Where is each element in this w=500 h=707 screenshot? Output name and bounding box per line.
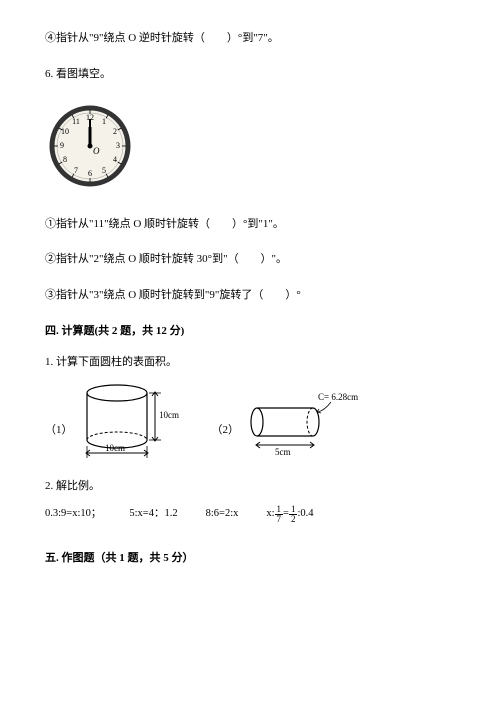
svg-text:1: 1 [102, 117, 106, 126]
cylinder-1-label: （1） [45, 422, 73, 460]
section-4-header: 四. 计算题(共 2 题，共 12 分) [45, 323, 455, 341]
proportion-a: 0.3:9=x:10； [45, 506, 101, 523]
cylinder-2-item: （2） C= 6.28cm 5cm [212, 390, 374, 460]
proportion-b: 5:x=4：1.2 [129, 506, 177, 523]
svg-text:2: 2 [113, 127, 117, 136]
prop-d-post: :0.4 [297, 506, 313, 523]
section-5-header: 五. 作图题（共 1 题，共 5 分） [45, 550, 455, 568]
svg-text:8: 8 [63, 155, 67, 164]
cylinder-1-item: （1） 10cm 10cm [45, 380, 182, 460]
svg-text:O: O [93, 146, 100, 156]
question-6-sub3: ③指针从"3"绕点 O 顺时针旋转到"9"旋转了（ ）° [45, 287, 455, 305]
question-4-line: ④指针从"9"绕点 O 逆时针旋转（ ）°到"7"。 [45, 30, 455, 48]
question-6-sub2: ②指针从"2"绕点 O 顺时针旋转 30°到"（ ）"。 [45, 251, 455, 269]
clock-figure: 12 1 2 3 4 5 6 7 8 9 10 11 O [45, 101, 455, 198]
cylinder-figures-row: （1） 10cm 10cm （2） C= 6.28cm [45, 380, 455, 460]
cylinder-1-svg: 10cm 10cm [77, 380, 182, 460]
fraction-1-2: 12 [289, 505, 298, 524]
proportion-d: x: 17 = 12 :0.4 [266, 505, 313, 524]
section-4-q1: 1. 计算下面圆柱的表面积。 [45, 354, 455, 372]
fraction-1-7: 17 [275, 505, 284, 524]
svg-text:7: 7 [74, 166, 78, 175]
clock-svg: 12 1 2 3 4 5 6 7 8 9 10 11 O [45, 101, 135, 191]
cylinder-2-svg: C= 6.28cm 5cm [243, 390, 373, 460]
proportion-row: 0.3:9=x:10； 5:x=4：1.2 8:6=2:x x: 17 = 12… [45, 505, 455, 524]
section-4-q2: 2. 解比例。 [45, 478, 455, 496]
question-6-header: 6. 看图填空。 [45, 66, 455, 84]
cyl1-diam-text: 10cm [105, 443, 125, 453]
svg-text:9: 9 [60, 141, 64, 150]
cyl1-height-text: 10cm [159, 410, 179, 420]
svg-text:3: 3 [116, 141, 120, 150]
prop-d-pre: x: [266, 506, 274, 523]
svg-text:5: 5 [102, 166, 106, 175]
proportion-c: 8:6=2:x [206, 506, 239, 523]
svg-text:6: 6 [88, 169, 92, 178]
cyl2-length-text: 5cm [275, 447, 291, 457]
cyl2-circ-text: C= 6.28cm [318, 392, 358, 402]
svg-text:10: 10 [61, 127, 69, 136]
cylinder-2-label: （2） [212, 422, 240, 460]
question-6-sub1: ①指针从"11"绕点 O 顺时针旋转（ ）°到"1"。 [45, 216, 455, 234]
svg-text:4: 4 [113, 155, 117, 164]
svg-text:11: 11 [72, 117, 80, 126]
